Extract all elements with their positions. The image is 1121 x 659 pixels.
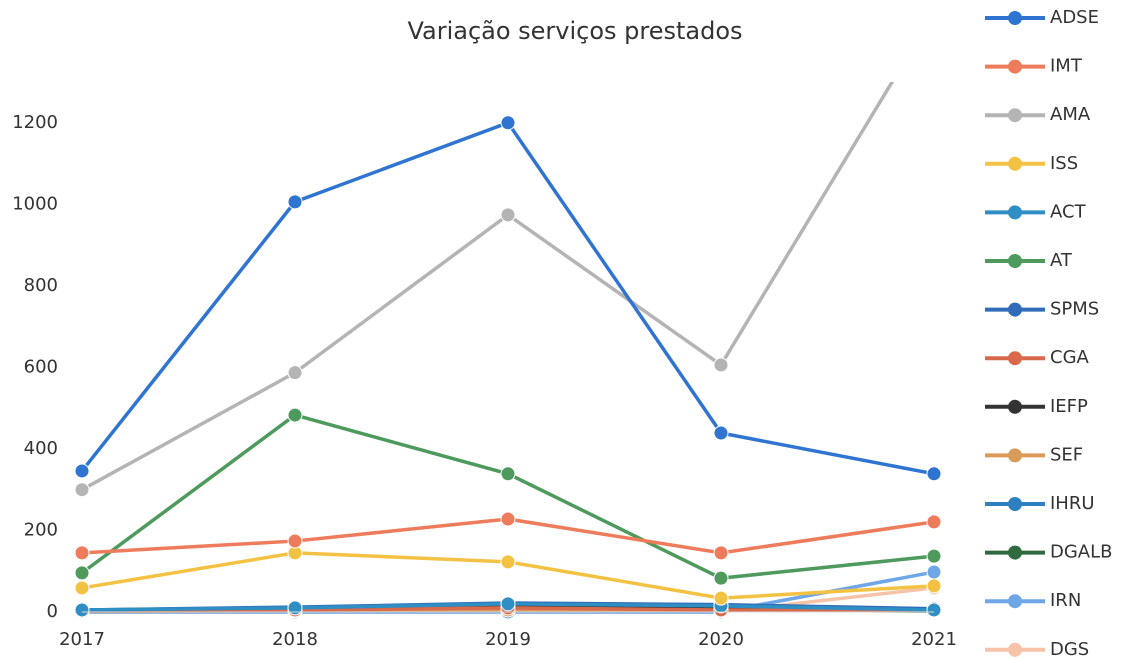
y-tick-label: 800 (24, 275, 58, 296)
legend-label: IEFP (1050, 396, 1088, 417)
legend-label: ISS (1050, 153, 1078, 174)
legend-label: CGA (1050, 347, 1090, 368)
legend-label: DGS (1050, 639, 1089, 659)
data-point (713, 590, 729, 606)
data-point (926, 466, 942, 482)
legend-label: IMT (1050, 56, 1083, 77)
legend-label: DGALB (1050, 542, 1113, 563)
x-tick-label: 2020 (698, 629, 744, 650)
legend-marker (1008, 205, 1022, 220)
legend-marker (1008, 497, 1022, 511)
data-point (926, 564, 942, 580)
data-point (500, 554, 516, 570)
data-point (74, 565, 90, 581)
legend-label: SPMS (1050, 299, 1099, 320)
x-tick-label: 2021 (911, 629, 957, 650)
data-point (74, 580, 90, 596)
series-line (80, 413, 935, 580)
data-point (926, 578, 942, 594)
y-tick-label: 1200 (12, 112, 58, 133)
y-tick-label: 1000 (12, 193, 58, 214)
legend-marker (1008, 351, 1022, 366)
legend-marker (1008, 302, 1022, 317)
data-point (500, 207, 516, 223)
data-point (287, 365, 303, 381)
data-point (500, 466, 516, 482)
legend-label: SEF (1050, 444, 1083, 465)
data-point (287, 194, 303, 210)
data-point (287, 533, 303, 549)
legend-marker (1008, 11, 1022, 25)
legend-marker (1008, 399, 1022, 414)
data-point (287, 600, 303, 616)
legend-marker (1008, 156, 1022, 171)
data-point (713, 545, 729, 561)
legend-marker (1008, 108, 1022, 123)
y-tick-label: 400 (24, 438, 58, 459)
y-tick-label: 0 (47, 601, 58, 622)
chart-title: Variação serviços prestados (407, 17, 742, 45)
legend-label: IHRU (1050, 493, 1095, 514)
data-point (926, 602, 942, 618)
legend-marker (1008, 59, 1022, 74)
legend-label: ADSE (1050, 7, 1099, 28)
legend-marker (1008, 448, 1022, 463)
x-tick-label: 2018 (272, 629, 318, 650)
data-point (74, 482, 90, 498)
series-line (81, 82, 895, 492)
legend-label: AMA (1050, 104, 1091, 125)
data-point (713, 357, 729, 373)
x-tick-label: 2019 (485, 629, 531, 650)
data-point (287, 407, 303, 423)
data-point (713, 570, 729, 586)
data-point (74, 602, 90, 618)
legend-marker (1008, 545, 1022, 560)
plot-area (74, 6, 942, 620)
y-tick-label: 200 (24, 519, 58, 540)
legend-marker (1008, 254, 1022, 268)
data-point (74, 463, 90, 479)
legend-label: ACT (1050, 201, 1087, 222)
data-point (927, 6, 941, 20)
legend-label: AT (1050, 250, 1073, 271)
legend-marker (1008, 642, 1022, 657)
data-point (500, 115, 516, 131)
data-point (500, 511, 516, 527)
data-point (926, 548, 942, 564)
y-tick-label: 600 (24, 356, 58, 377)
data-point (713, 425, 729, 441)
legend-marker (1008, 594, 1022, 609)
data-point (500, 596, 516, 612)
data-point (74, 545, 90, 561)
legend-label: IRN (1050, 590, 1081, 611)
data-point (926, 514, 942, 530)
x-tick-label: 2017 (59, 629, 105, 650)
